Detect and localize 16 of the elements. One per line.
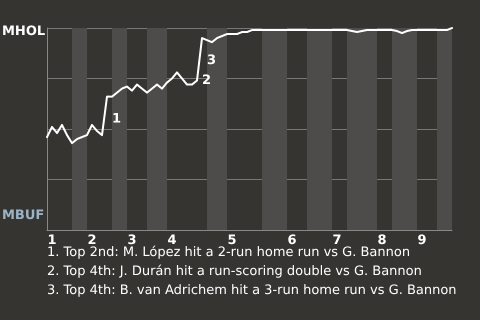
x-tick-label: 1 [47,233,57,248]
x-tick-label: 9 [417,233,427,248]
annotation: 3 [207,52,216,68]
x-tick-label: 6 [287,233,297,248]
x-tick-label: 4 [167,233,177,248]
text: 1. Top 2nd: M. López hit a 2-run home run vs G. Bannon [47,245,410,260]
annotation: 2 [202,73,212,88]
text: 2. Top 4th: J. Durán hit a run-scoring double vs G. Bannon [47,263,423,281]
annotation: 1 [112,111,122,126]
x-tick-label: 8 [377,233,387,248]
text: MBUF [2,208,44,223]
x-tick-label: 7 [332,233,342,248]
text: MHOL [2,24,46,39]
x-tick-label: 5 [227,233,237,248]
x-tick-label: 3 [127,233,137,248]
text: 3. Top 4th: B. van Adrichem hit a 3-run home run vs G. Bannon [47,282,457,300]
